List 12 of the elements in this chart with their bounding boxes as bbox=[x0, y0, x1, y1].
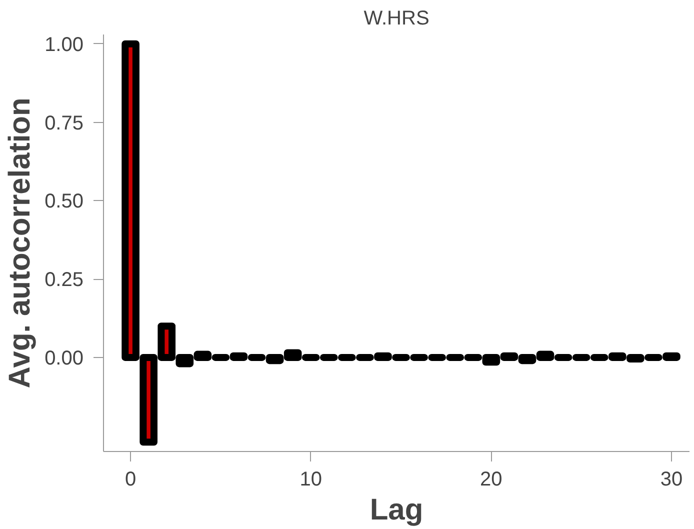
y-tick-label: 0.50 bbox=[44, 190, 84, 213]
x-axis-title: Lag bbox=[370, 494, 424, 526]
x-tick-label: 30 bbox=[660, 468, 683, 490]
x-tick-label: 0 bbox=[124, 468, 136, 490]
y-tick-label: 1.00 bbox=[44, 34, 84, 56]
y-axis-title: Avg. autocorrelation bbox=[4, 98, 37, 388]
y-tick-label: 0.00 bbox=[44, 347, 84, 370]
x-tick-label: 20 bbox=[480, 468, 502, 490]
y-tick-label: 0.75 bbox=[44, 112, 84, 134]
x-tick-label: 10 bbox=[300, 468, 322, 490]
chart-title: W.HRS bbox=[364, 8, 430, 30]
y-tick-label: 0.25 bbox=[44, 269, 84, 292]
